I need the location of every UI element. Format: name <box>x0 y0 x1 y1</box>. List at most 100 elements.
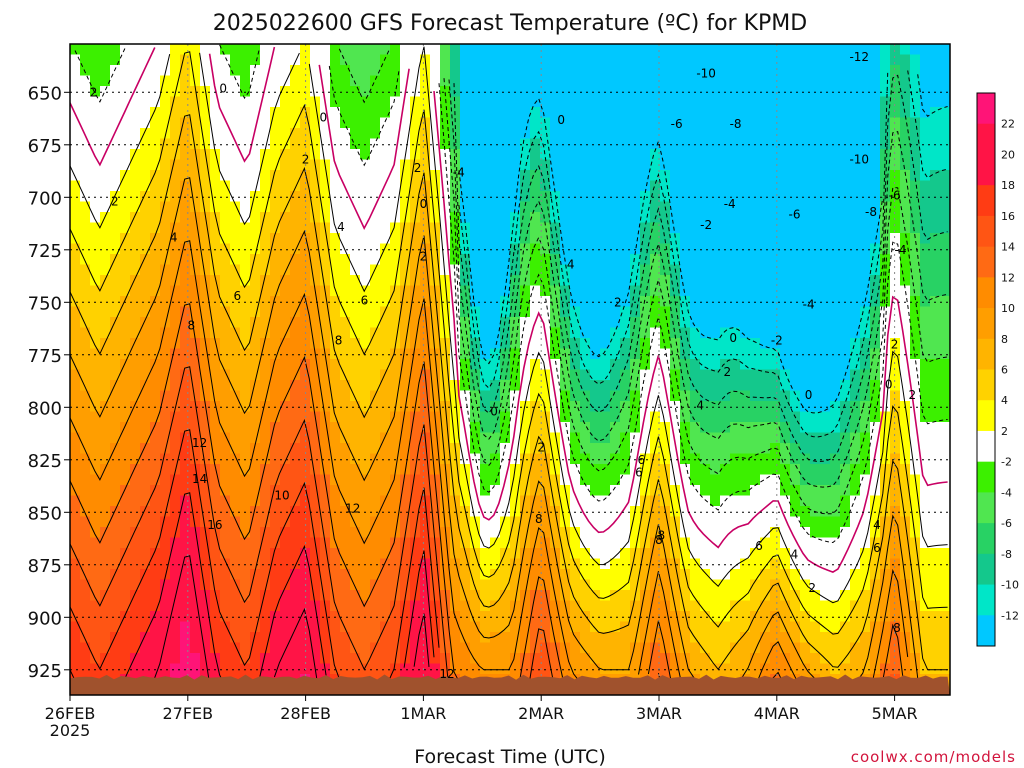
temperature-cell <box>720 243 731 255</box>
temperature-cell <box>520 170 531 182</box>
temperature-cell <box>290 65 301 77</box>
temperature-cell <box>680 401 691 413</box>
temperature-cell <box>820 117 831 129</box>
temperature-cell <box>500 264 511 276</box>
temperature-cell <box>710 275 721 287</box>
temperature-cell <box>640 296 651 308</box>
temperature-cell <box>480 548 491 560</box>
temperature-cell <box>720 600 731 612</box>
temperature-cell <box>440 506 451 518</box>
temperature-cell <box>590 75 601 87</box>
temperature-cell <box>340 54 351 66</box>
temperature-cell <box>760 558 771 570</box>
temperature-cell <box>140 149 151 161</box>
temperature-cell <box>630 75 641 87</box>
temperature-cell <box>800 621 811 633</box>
temperature-cell <box>110 558 121 570</box>
temperature-cell <box>580 222 591 234</box>
temperature-cell <box>440 422 451 434</box>
temperature-cell <box>70 600 81 612</box>
temperature-cell <box>630 422 641 434</box>
temperature-cell <box>500 117 511 129</box>
temperature-cell <box>700 149 711 161</box>
temperature-cell <box>220 212 231 224</box>
temperature-cell <box>550 453 561 465</box>
temperature-cell <box>630 44 641 56</box>
temperature-cell <box>200 453 211 465</box>
temperature-cell <box>780 537 791 549</box>
temperature-cell <box>620 201 631 213</box>
temperature-cell <box>270 369 281 381</box>
temperature-cell <box>860 201 871 213</box>
temperature-cell <box>500 285 511 297</box>
temperature-cell <box>160 558 171 570</box>
temperature-cell <box>610 401 621 413</box>
temperature-cell <box>650 233 661 245</box>
temperature-cell <box>280 464 291 476</box>
temperature-cell <box>240 338 251 350</box>
temperature-cell <box>240 611 251 623</box>
temperature-cell <box>520 653 531 665</box>
temperature-cell <box>600 264 611 276</box>
temperature-cell <box>580 579 591 591</box>
temperature-cell <box>810 600 821 612</box>
temperature-cell <box>270 317 281 329</box>
temperature-cell <box>450 359 461 371</box>
temperature-cell <box>510 317 521 329</box>
temperature-cell <box>330 264 341 276</box>
temperature-cell <box>80 138 91 150</box>
temperature-cell <box>120 170 131 182</box>
temperature-cell <box>510 569 521 581</box>
temperature-cell <box>630 149 641 161</box>
temperature-cell <box>800 243 811 255</box>
temperature-cell <box>270 306 281 318</box>
temperature-cell <box>740 254 751 266</box>
temperature-cell <box>260 653 271 665</box>
temperature-cell <box>520 495 531 507</box>
temperature-cell <box>130 569 141 581</box>
temperature-cell <box>760 611 771 623</box>
temperature-cell <box>480 611 491 623</box>
temperature-cell <box>200 285 211 297</box>
temperature-cell <box>750 432 761 444</box>
temperature-cell <box>480 359 491 371</box>
temperature-cell <box>850 390 861 402</box>
temperature-cell <box>500 212 511 224</box>
temperature-cell <box>640 558 651 570</box>
temperature-cell <box>670 663 681 675</box>
temperature-cell <box>550 180 561 192</box>
temperature-cell <box>410 243 421 255</box>
temperature-cell <box>590 149 601 161</box>
temperature-cell <box>760 317 771 329</box>
temperature-cell <box>740 327 751 339</box>
temperature-cell <box>860 369 871 381</box>
temperature-cell <box>710 212 721 224</box>
temperature-cell <box>620 128 631 140</box>
temperature-cell <box>280 474 291 486</box>
temperature-cell <box>270 159 281 171</box>
temperature-cell <box>310 75 321 87</box>
temperature-cell <box>140 170 151 182</box>
temperature-cell <box>590 632 601 644</box>
temperature-cell <box>450 138 461 150</box>
temperature-cell <box>810 632 821 644</box>
temperature-cell <box>760 44 771 56</box>
temperature-cell <box>360 264 371 276</box>
temperature-cell <box>740 191 751 203</box>
temperature-cell <box>340 275 351 287</box>
temperature-cell <box>550 243 561 255</box>
temperature-cell <box>680 516 691 528</box>
temperature-cell <box>490 254 501 266</box>
temperature-cell <box>470 54 481 66</box>
temperature-cell <box>270 191 281 203</box>
temperature-cell <box>520 138 531 150</box>
temperature-cell <box>400 201 411 213</box>
temperature-cell <box>110 191 121 203</box>
temperature-cell <box>220 191 231 203</box>
temperature-cell <box>430 317 441 329</box>
temperature-cell <box>240 149 251 161</box>
temperature-cell <box>190 621 201 633</box>
temperature-cell <box>340 611 351 623</box>
temperature-cell <box>810 590 821 602</box>
temperature-cell <box>740 495 751 507</box>
